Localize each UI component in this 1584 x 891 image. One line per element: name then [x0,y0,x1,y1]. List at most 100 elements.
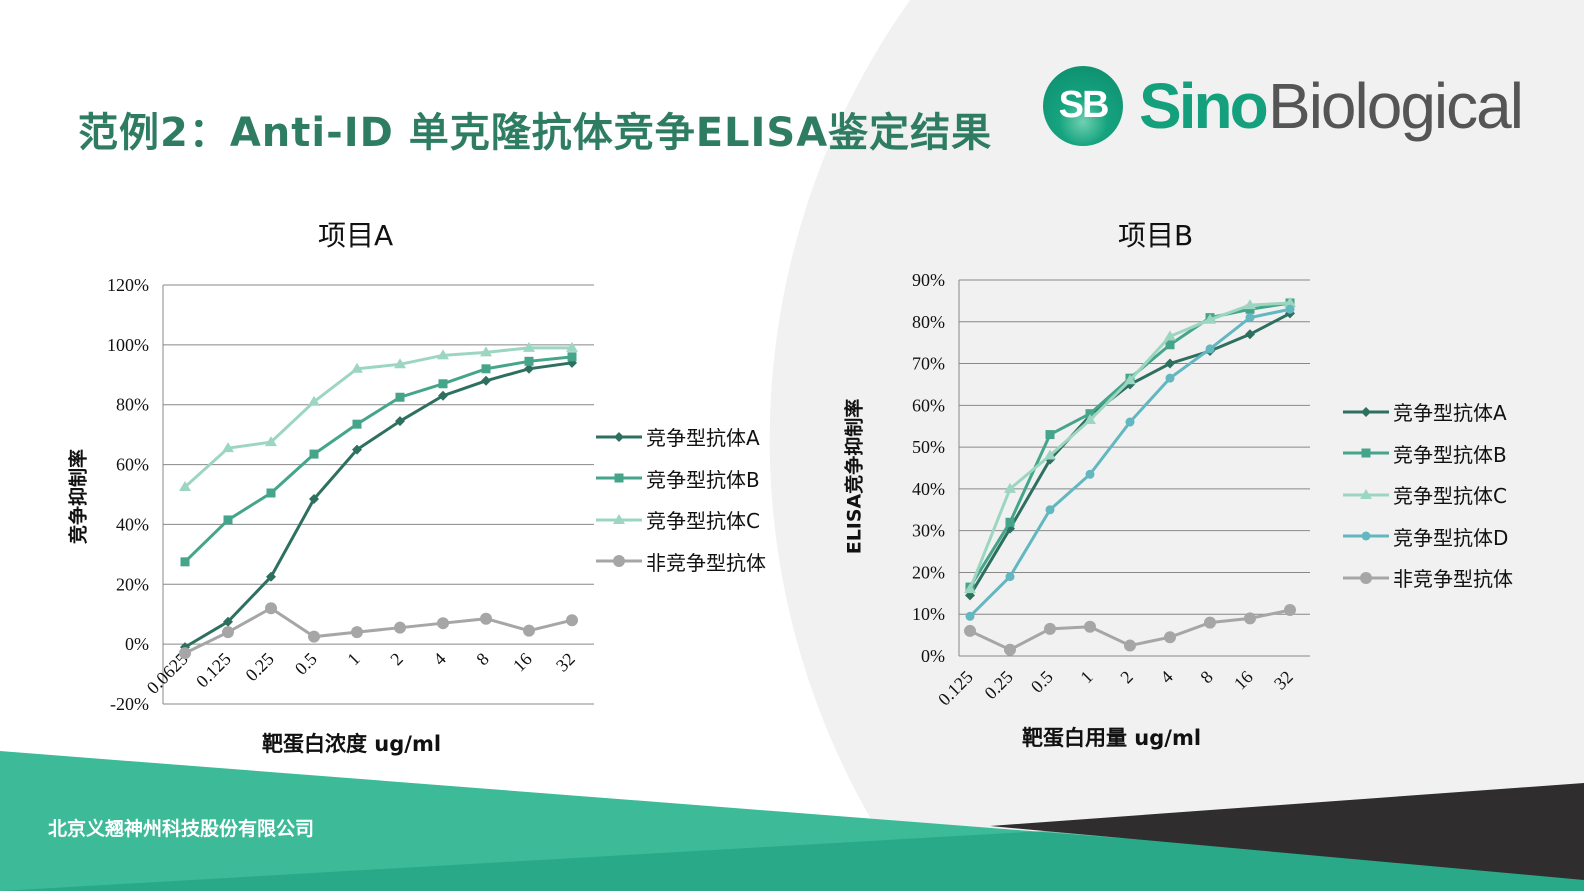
data-point-4-8 [1284,604,1296,617]
sino-biological-logo: SB Sino Biological [1043,66,1524,148]
data-point-0-4 [352,444,362,455]
data-point-2-0 [964,583,976,594]
data-point-3-8 [1285,304,1295,314]
legend-swatch [596,555,642,568]
data-point-2-8 [1284,296,1296,307]
legend-marker [613,513,625,524]
data-point-0-5 [1165,358,1175,369]
data-point-2-3 [308,395,320,406]
x-tick-label: 0.25 [241,649,277,685]
data-point-4-6 [1204,616,1216,629]
y-tick-label: 60% [912,395,945,415]
y-tick-label: -20% [110,694,149,714]
series-line-1 [968,301,1291,588]
data-point-3-7 [480,612,492,625]
legend-item: 竞争型抗体B [596,458,766,500]
legend-label: 竞争型抗体B [646,467,760,492]
legend-item: 竞争型抗体B [1343,433,1513,475]
data-point-1-4 [352,419,362,429]
y-tick-label: 30% [912,521,945,541]
data-point-3-8 [523,624,535,637]
series-line-2 [968,301,1291,590]
data-point-0-7 [1245,329,1255,340]
legend-label: 竞争型抗体A [646,426,760,451]
x-tick-label: 4 [1156,667,1177,688]
x-tick-label: 0.25 [980,667,1016,703]
x-tick-label: 2 [1116,667,1137,688]
data-point-0-6 [438,390,448,401]
data-point-1-3 [309,449,319,459]
legend-label: 竞争型抗体C [646,509,760,534]
data-point-2-7 [1244,299,1256,310]
legend-marker [614,473,624,483]
background-circle [769,0,1584,891]
legend-swatch [1343,488,1389,499]
data-point-1-2 [1045,430,1055,440]
y-tick-label: 20% [116,574,149,594]
x-tick-label: 32 [552,649,579,676]
data-point-1-8 [524,356,534,366]
data-point-2-1 [1004,482,1016,493]
data-point-2-5 [394,358,406,369]
legend-marker [1360,488,1372,499]
legend-marker [1361,531,1371,541]
data-point-1-5 [1165,340,1175,350]
y-tick-label: 60% [116,455,149,475]
footer-dark-triangle [990,783,1584,880]
legend-swatch [1343,571,1389,584]
data-point-1-7 [481,364,491,374]
x-tick-label: 8 [472,649,493,670]
y-tick-label: 80% [912,312,945,332]
legend-label: 竞争型抗体A [1393,401,1507,426]
data-point-1-0 [180,557,190,567]
series-line-3 [968,307,1291,618]
data-point-4-0 [964,624,976,637]
legend-marker [613,555,625,568]
data-point-1-7 [1245,304,1255,314]
data-point-2-4 [1124,374,1136,385]
legend-swatch [596,431,642,442]
x-tick-label: 4 [429,649,450,670]
x-tick-label: 1 [1076,667,1097,688]
legend-item: 竞争型抗体D [1343,516,1513,558]
x-tick-label: 1 [343,649,364,670]
legend-label: 非竞争型抗体 [1393,567,1513,592]
y-tick-label: 80% [116,395,149,415]
series-line-1 [183,355,573,563]
data-point-2-5 [1164,330,1176,341]
y-tick-label: 40% [116,514,149,534]
x-tick-label: 8 [1196,667,1217,688]
data-point-4-3 [1084,620,1096,633]
series-line-0 [184,361,573,649]
data-point-3-5 [1165,373,1175,383]
data-point-3-0 [965,611,975,621]
legend-item: 竞争型抗体A [1343,391,1513,433]
data-point-0-2 [266,571,276,582]
data-point-2-2 [1044,449,1056,460]
legend-label: 非竞争型抗体 [646,550,766,575]
data-point-3-0 [179,647,191,660]
data-point-3-6 [437,617,449,630]
data-point-2-2 [265,436,277,447]
legend-item: 非竞争型抗体 [596,541,766,583]
legend-label: 竞争型抗体D [1393,525,1509,550]
data-point-3-2 [265,602,277,615]
data-point-3-4 [1125,417,1135,427]
legend-swatch [1343,448,1389,458]
chart-b: 0% 10% 20% 30% 40% 50% 60% 70% 80% 90% 0.125 0.25 0.… [912,270,1310,709]
y-tick-label: 50% [912,437,945,457]
y-tick-label: 120% [107,275,149,295]
data-point-0-8 [524,363,534,374]
data-point-4-1 [1004,643,1016,656]
company-name: 北京义翘神州科技股份有限公司 [48,818,315,840]
y-tick-label: 0% [921,646,945,666]
x-tick-label: 0.125 [934,667,977,710]
data-point-3-9 [566,614,578,627]
legend-label: 竞争型抗体C [1393,484,1507,509]
x-tick-label: 0.5 [291,649,321,679]
y-tick-label: 20% [912,562,945,582]
x-tick-label: 16 [509,649,536,676]
data-point-3-6 [1205,344,1215,354]
data-point-1-1 [223,515,233,525]
